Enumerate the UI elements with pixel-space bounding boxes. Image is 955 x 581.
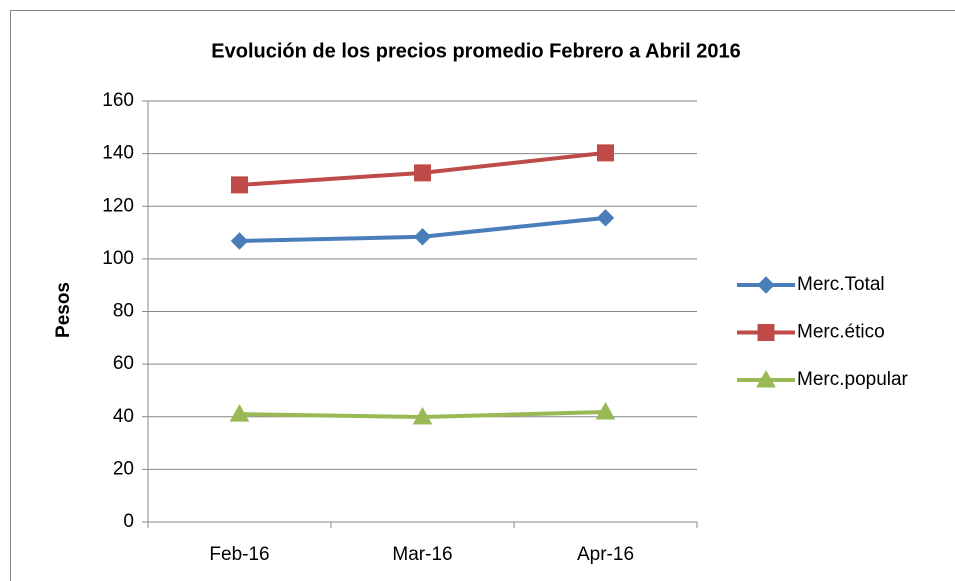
- data-point: [414, 164, 431, 182]
- y-tick-label: 20: [113, 458, 134, 479]
- y-tick-label: 120: [102, 195, 134, 216]
- y-tick-label: 40: [113, 406, 134, 427]
- data-point: [595, 401, 616, 420]
- data-point: [229, 404, 250, 422]
- legend-label: Merc.Total: [797, 274, 885, 295]
- y-tick-label: 60: [113, 353, 134, 374]
- x-tick-label: Mar-16: [392, 544, 452, 565]
- data-point: [230, 232, 249, 250]
- data-point: [597, 144, 614, 162]
- legend-marker: [757, 276, 775, 294]
- legend-label: Merc.ético: [797, 322, 885, 343]
- y-tick-label: 160: [102, 90, 134, 111]
- data-point: [413, 228, 432, 246]
- y-tick-label: 140: [102, 143, 134, 164]
- y-tick-label: 0: [123, 511, 134, 532]
- x-tick-label: Apr-16: [577, 544, 634, 565]
- x-tick-label: Feb-16: [209, 544, 269, 565]
- legend-marker: [757, 324, 775, 341]
- legend-label: Merc.popular: [797, 369, 909, 390]
- chart-title: Evolución de los precios promedio Febrer…: [211, 40, 740, 62]
- data-point: [412, 406, 433, 425]
- y-axis-label: Pesos: [53, 282, 74, 338]
- data-point: [596, 209, 615, 227]
- y-tick-label: 80: [113, 301, 134, 322]
- y-tick-label: 100: [102, 248, 134, 269]
- chart-border: [10, 10, 955, 581]
- data-point: [231, 176, 248, 194]
- legend-marker: [756, 369, 776, 388]
